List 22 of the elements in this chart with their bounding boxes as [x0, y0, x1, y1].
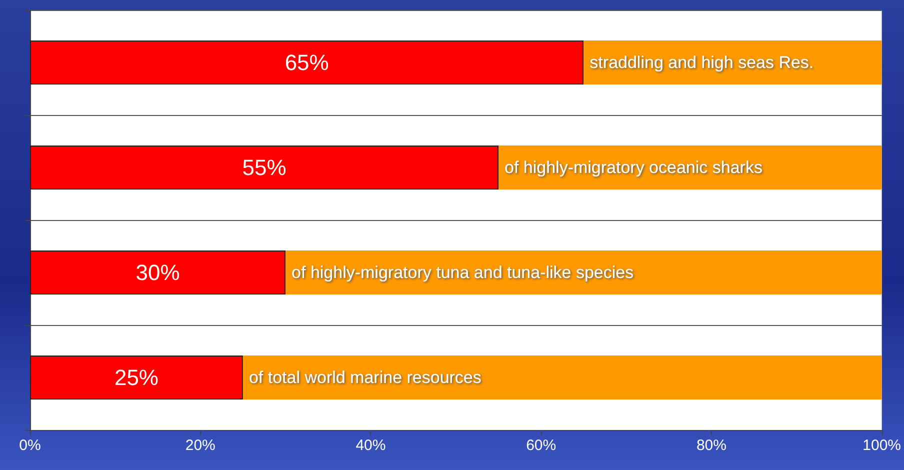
x-tick-label: 20% — [185, 437, 216, 454]
bar — [30, 145, 498, 190]
x-tick-label: 60% — [526, 437, 556, 454]
x-tick-label: 80% — [696, 437, 726, 454]
bar — [286, 250, 882, 295]
x-tick-label: 100% — [862, 437, 902, 454]
y-tick-label: straddling and high seas Res. — [590, 53, 814, 72]
data-label: 55% — [242, 155, 286, 180]
bar — [30, 40, 584, 85]
data-label: 25% — [114, 365, 158, 390]
data-label: 65% — [284, 50, 329, 75]
y-tick-label: of total world marine resources — [248, 368, 482, 387]
bar — [498, 145, 882, 190]
data-label: 30% — [136, 260, 180, 285]
bar — [584, 40, 882, 85]
bar — [30, 355, 243, 400]
x-tick-label: 40% — [356, 437, 386, 454]
x-tick-label: 0% — [19, 437, 41, 454]
y-tick-label: of highly-migratory oceanic sharks — [504, 158, 762, 177]
bar — [30, 250, 286, 295]
bar — [242, 355, 882, 400]
y-tick-label: of highly-migratory tuna and tuna-like species — [292, 263, 634, 282]
